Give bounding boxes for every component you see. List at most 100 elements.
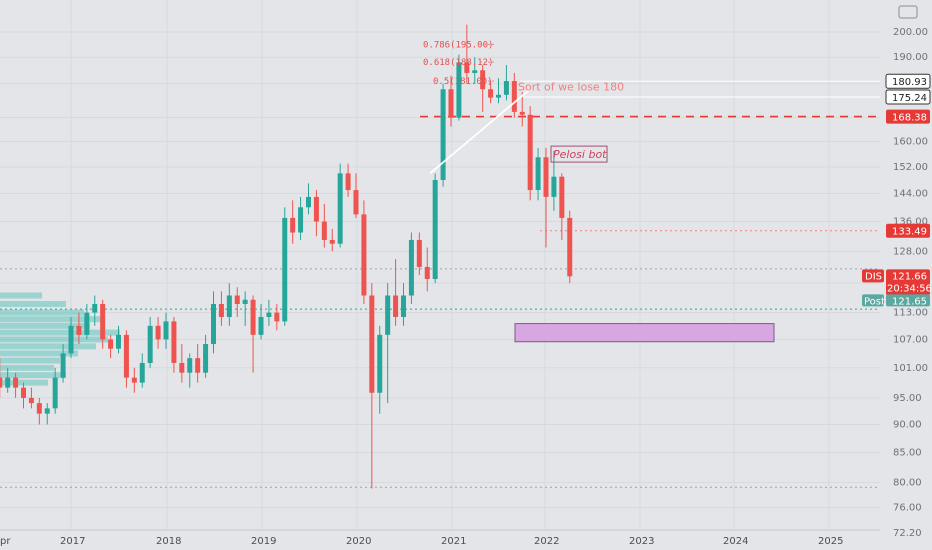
candle-body[interactable] [377, 334, 383, 393]
candle-body[interactable] [535, 157, 541, 191]
candle-body[interactable] [163, 321, 169, 340]
candle-body[interactable] [496, 94, 501, 98]
candle-body[interactable] [21, 387, 26, 398]
candle-body[interactable] [116, 334, 121, 349]
candle-body[interactable] [424, 266, 430, 279]
candle-body[interactable] [369, 295, 375, 393]
candle-body[interactable] [226, 295, 232, 317]
post-price-tag [886, 294, 930, 307]
candle-body[interactable] [147, 325, 153, 363]
candle-body[interactable] [321, 221, 327, 240]
volume-profile-bar [0, 316, 102, 323]
candle-body[interactable] [84, 312, 90, 335]
candle-body[interactable] [408, 239, 414, 296]
annotation-text: Pelosi bot [553, 148, 607, 161]
candle-body[interactable] [385, 295, 391, 335]
fib-level-label: 0.618(188.12) [423, 58, 493, 68]
volume-profile-bar [0, 292, 42, 299]
candle-body[interactable] [108, 339, 114, 349]
candle-body[interactable] [0, 377, 3, 388]
candle-body[interactable] [36, 403, 42, 414]
candle-body[interactable] [68, 325, 74, 354]
candle-body[interactable] [432, 179, 438, 279]
x-tick-label: 2025 [818, 536, 843, 547]
post-badge [862, 294, 884, 307]
chart-settings-icon[interactable] [898, 5, 918, 19]
candle-body[interactable] [218, 303, 224, 317]
candle-body[interactable] [44, 408, 50, 414]
candle-body[interactable] [282, 217, 288, 322]
candle-body[interactable] [353, 190, 359, 215]
candle-body[interactable] [464, 62, 470, 73]
demand-zone[interactable] [514, 323, 775, 343]
candle-body[interactable] [361, 214, 367, 296]
candle-body[interactable] [60, 353, 66, 378]
candle-body[interactable] [13, 377, 19, 388]
candle-body[interactable] [179, 362, 185, 373]
price-tag-label: 175.24 [892, 93, 927, 104]
candle-body[interactable] [503, 81, 509, 95]
volume-profile-bar [0, 372, 66, 379]
candle-body[interactable] [234, 295, 240, 304]
candle-body[interactable] [290, 217, 296, 233]
candle-body[interactable] [337, 173, 343, 244]
trend-line[interactable] [429, 88, 531, 175]
candle-body[interactable] [242, 299, 248, 304]
y-tick-label: 85.00 [893, 448, 922, 459]
candle-body[interactable] [28, 397, 34, 404]
candle-body[interactable] [203, 344, 209, 373]
candle-body[interactable] [211, 303, 216, 345]
candle-body[interactable] [488, 89, 494, 98]
last-price-label: 121.66 [892, 271, 927, 282]
candle-body[interactable] [480, 70, 486, 90]
candle-body[interactable] [345, 173, 351, 191]
candle-body[interactable] [250, 299, 256, 335]
candle-body[interactable] [171, 321, 177, 363]
candle-body[interactable] [306, 196, 311, 208]
candle-body[interactable] [472, 70, 478, 73]
candle-body[interactable] [543, 157, 549, 197]
candle-body[interactable] [258, 316, 264, 335]
y-tick-label: 95.00 [893, 393, 922, 404]
candle-body[interactable] [298, 207, 304, 233]
candle-body[interactable] [519, 111, 525, 115]
candle-body[interactable] [195, 358, 201, 373]
candle-body[interactable] [131, 377, 137, 383]
x-tick-label: 2019 [251, 536, 276, 547]
candle-body[interactable] [92, 303, 98, 313]
candle-body[interactable] [5, 377, 11, 388]
candle-body[interactable] [76, 325, 82, 335]
candle-body[interactable] [187, 358, 193, 373]
candle-body[interactable] [401, 295, 406, 317]
candle-body[interactable] [448, 89, 454, 118]
x-tick-label: 2022 [534, 536, 559, 547]
x-tick-label: 2021 [441, 536, 466, 547]
candle-body[interactable] [511, 81, 517, 112]
x-tick-label: 2017 [60, 536, 85, 547]
candle-body[interactable] [52, 377, 58, 409]
candle-body[interactable] [123, 334, 129, 378]
annotation-text: Sort of we lose 180 [518, 81, 624, 94]
candle-body[interactable] [527, 114, 533, 191]
candle-body[interactable] [416, 239, 422, 267]
y-tick-label: 101.00 [893, 363, 928, 374]
x-tick-label: 2024 [723, 536, 748, 547]
candle-body[interactable] [313, 196, 319, 222]
candle-body[interactable] [329, 239, 335, 244]
y-tick-label: 144.00 [893, 188, 928, 199]
candle-body[interactable] [139, 362, 145, 383]
post-label: Post [864, 296, 885, 307]
candle-body[interactable] [393, 295, 399, 317]
candle-body[interactable] [266, 312, 272, 317]
candle-body[interactable] [100, 303, 106, 340]
candle-body[interactable] [567, 217, 573, 277]
candle-body[interactable] [155, 325, 161, 340]
volume-profile-bar [0, 343, 96, 350]
candle-body[interactable] [559, 176, 565, 218]
candle-body[interactable] [274, 312, 280, 322]
candle-body[interactable] [440, 89, 446, 180]
candle-body[interactable] [456, 62, 462, 118]
candle-body[interactable] [551, 176, 557, 197]
